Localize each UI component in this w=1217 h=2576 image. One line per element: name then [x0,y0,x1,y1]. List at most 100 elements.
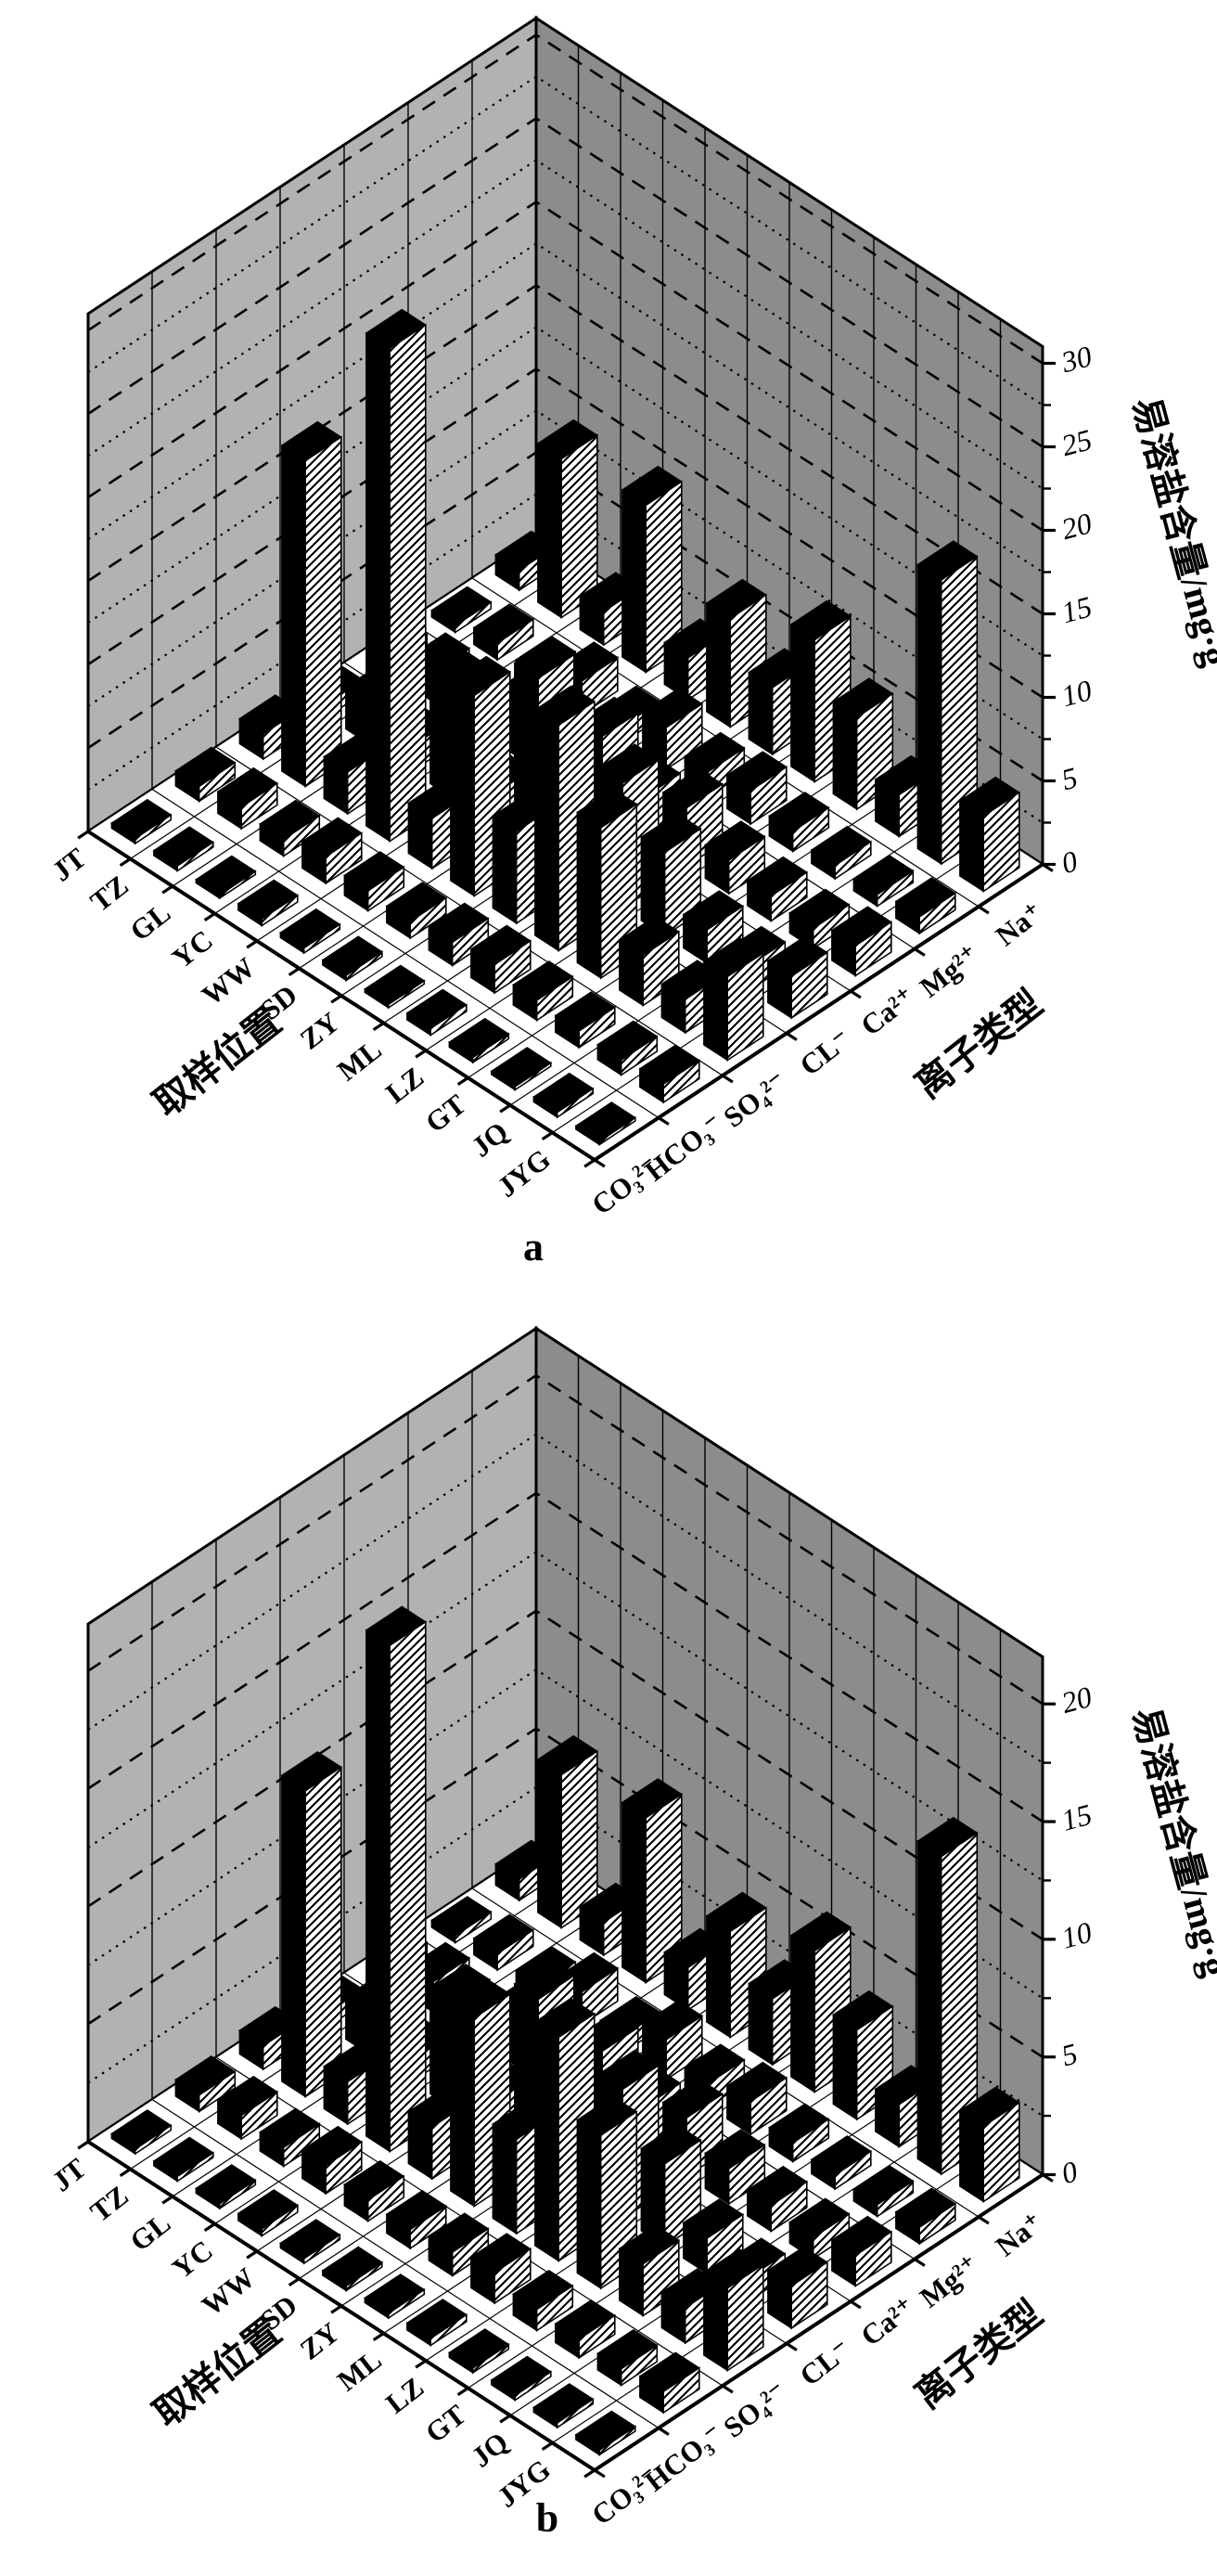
z-tick-label: 15 [1057,1797,1095,1837]
bar-JT-1 [174,746,237,803]
bar-JYG-1 [638,1044,700,1104]
x-tick-label-TZ: TZ [84,869,135,918]
bar-JYG-5 [894,2187,956,2246]
x-tick-label-TZ: TZ [84,2179,135,2228]
bar-JT-1 [174,2054,237,2113]
x-tick-label-WW: WW [196,2261,261,2323]
bar-LZ-4 [704,820,766,895]
z-axis-title: 易溶盐含量/mg·g⁻¹ [1124,1703,1217,2010]
y-axis-title: 离子类型 [907,982,1050,1106]
x-axis-title: 取样位置 [147,2311,289,2435]
bar-GT-0 [490,1047,552,1091]
x-tick-label-YC: YC [166,2234,219,2285]
bar-YC-2 [365,1605,427,2153]
panel-a-caption: a [523,1224,544,1269]
bar-ML-1 [469,924,532,995]
bar-ML-5 [725,751,788,826]
bar-JQ-0 [532,2383,595,2429]
bar-WW-1 [343,2159,405,2222]
bar-GT-4 [746,856,808,922]
chart-a-scene: 051015202530易溶盐含量/mg·g⁻¹JTTZGLYCWWSDZYML… [45,15,1217,1221]
bar-JQ-0 [532,1072,595,1119]
bar-TZ-6 [536,419,598,619]
bar-SD-0 [321,2246,383,2292]
bar-JYG-0 [574,1101,636,1146]
bar-ZY-1 [428,2212,490,2277]
bar-JT-0 [110,2109,173,2156]
bars-a [110,308,1020,1146]
bar-ML-0 [405,988,468,1037]
x-tick-label-JQ: JQ [466,1115,515,1164]
bar-TZ-2 [280,420,342,788]
x-tick-label-JQ: JQ [466,2426,515,2474]
x-axis-title: 取样位置 [147,1000,289,1125]
bar-GT-3 [682,890,744,965]
x-tick-label-JT: JT [45,2151,92,2197]
y-tick-label-6: Na⁺ [990,2206,1049,2262]
bar-JT-5 [430,1896,493,1944]
bar-JQ-1 [596,2328,659,2387]
bar-GL-0 [195,855,257,900]
bar-LZ-6 [832,677,894,811]
bar-SD-0 [321,935,383,982]
bar-JYG-1 [638,2351,700,2415]
bar-SD-1 [385,2189,447,2250]
bar-LZ-0 [448,1017,510,1064]
bar-TZ-5 [472,1913,534,1972]
x-tick-label-JT: JT [45,841,92,887]
x-tick-label-YC: YC [166,923,219,974]
y-tick-label-5: Mg²⁺ [914,2248,985,2314]
x-tick-label-GL: GL [123,896,176,947]
x-tick-label-GT: GT [419,2398,472,2449]
z-tick-label: 10 [1057,673,1095,713]
bar-JYG-6 [958,2086,1020,2203]
bar-JQ-4 [788,2197,851,2260]
panel-b-caption: b [535,2495,559,2541]
bar-WW-0 [279,2219,341,2265]
bar-GT-0 [490,2355,552,2402]
chart-b-scene: 05101520易溶盐含量/mg·g⁻¹JTTZGLYCWWSDZYMLLZGT… [45,1325,1217,2531]
bar-WW-0 [279,908,341,955]
bar-LZ-5 [768,792,830,853]
x-tick-label-LZ: LZ [379,1061,429,1110]
z-tick-label: 0 [1057,2154,1081,2190]
bar-GT-1 [554,991,616,1050]
chart-panel-b: 05101520易溶盐含量/mg·g⁻¹JTTZGLYCWWSDZYMLLZGT… [45,1325,1217,2531]
bar-GL-1 [259,2107,321,2168]
bar-JYG-0 [574,2410,636,2456]
bar-YC-0 [237,2189,299,2237]
bar-TZ-0 [152,2136,214,2183]
z-tick-label: 25 [1057,422,1095,462]
bar-LZ-1 [512,2269,574,2332]
z-tick-label: 0 [1057,844,1081,880]
z-axis-title: 易溶盐含量/mg·g⁻¹ [1124,393,1217,700]
z-tick-label: 5 [1057,760,1081,796]
bar-JYG-2 [702,936,764,1062]
x-tick-label-ZY: ZY [294,1006,345,1056]
bar-JYG-6 [958,776,1020,893]
bar-JQ-1 [596,1020,659,1076]
bar-LZ-4 [704,2129,766,2206]
z-tick-label: 10 [1057,1915,1095,1955]
y-tick-label-3: CL⁻ [794,2333,857,2392]
x-tick-label-WW: WW [196,951,261,1012]
bar-GT-5 [810,2135,872,2191]
bar-LZ-5 [768,2103,830,2163]
bar-ZY-1 [428,902,490,967]
x-tick-label-ZY: ZY [294,2316,345,2366]
z-tick-label: 30 [1057,339,1095,379]
bar-YC-0 [237,879,299,927]
bar-JYG-4 [830,2215,892,2287]
bar-JYG-3 [766,2246,828,2330]
y-tick-label-3: CL⁻ [794,1023,857,1082]
bar-ZY-0 [364,2273,426,2320]
bar-GL-1 [259,799,321,857]
bar-ML-0 [405,2299,468,2347]
z-tick-label: 20 [1057,1680,1095,1719]
bar-LZ-1 [512,960,574,1022]
y-tick-label-2: SO₄²⁻ [717,1064,793,1134]
z-tick-label: 20 [1057,506,1095,546]
bar-JYG-2 [702,2248,764,2372]
bar-ML-1 [469,2233,532,2305]
